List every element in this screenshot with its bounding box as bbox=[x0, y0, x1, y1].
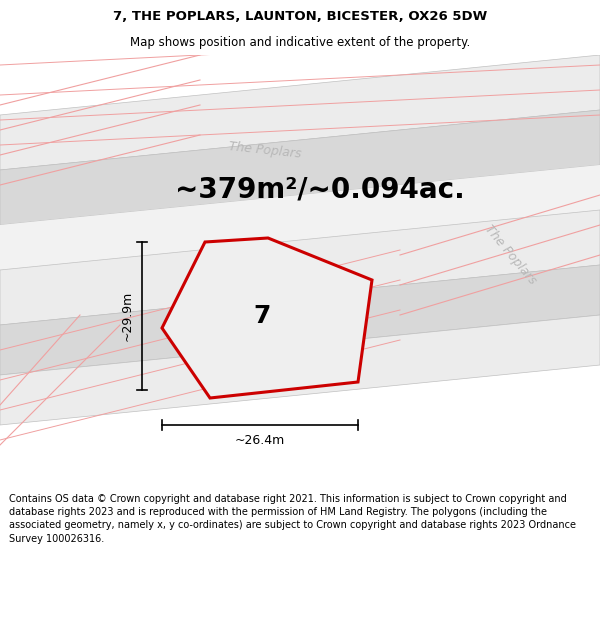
Polygon shape bbox=[0, 265, 600, 375]
Text: The Poplars: The Poplars bbox=[482, 223, 538, 287]
Polygon shape bbox=[0, 55, 600, 170]
Text: Contains OS data © Crown copyright and database right 2021. This information is : Contains OS data © Crown copyright and d… bbox=[9, 494, 576, 544]
Polygon shape bbox=[0, 110, 600, 225]
Polygon shape bbox=[0, 315, 600, 425]
Text: ~26.4m: ~26.4m bbox=[235, 434, 285, 447]
Polygon shape bbox=[162, 238, 372, 398]
Text: The Poplars: The Poplars bbox=[228, 140, 302, 160]
Polygon shape bbox=[0, 165, 600, 270]
Text: ~379m²/~0.094ac.: ~379m²/~0.094ac. bbox=[175, 176, 465, 204]
Text: 7: 7 bbox=[254, 304, 271, 328]
Text: 7, THE POPLARS, LAUNTON, BICESTER, OX26 5DW: 7, THE POPLARS, LAUNTON, BICESTER, OX26 … bbox=[113, 10, 487, 23]
Text: Map shows position and indicative extent of the property.: Map shows position and indicative extent… bbox=[130, 36, 470, 49]
Text: ~29.9m: ~29.9m bbox=[121, 291, 134, 341]
Polygon shape bbox=[0, 210, 600, 325]
